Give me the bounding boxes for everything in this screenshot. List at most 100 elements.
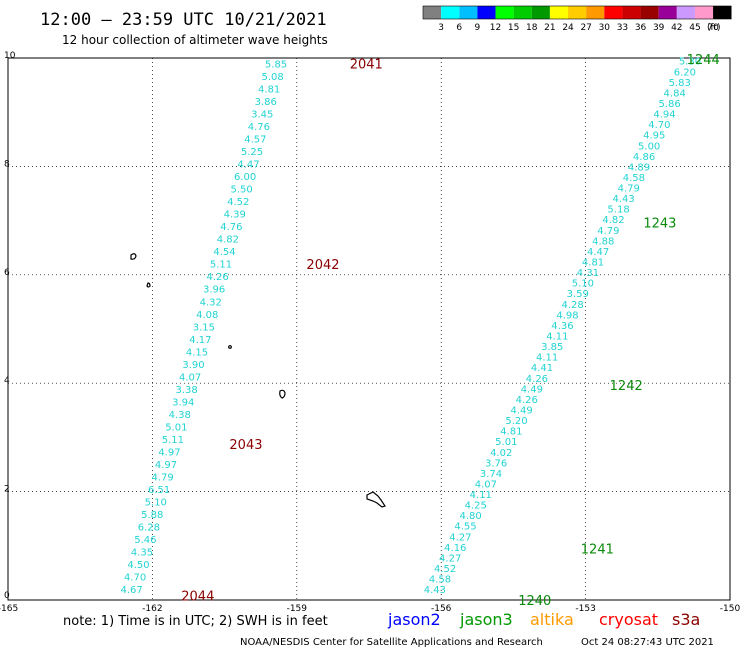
wave-height-value: 4.36 (551, 321, 573, 332)
plot-frame (7, 57, 731, 601)
color-scale-label: 27 (580, 23, 591, 33)
color-scale-label: 15 (508, 23, 519, 33)
wave-height-value: 4.31 (577, 268, 599, 279)
pass-labels: 2041 2042 2043 2044 1244 1243 1242 1241 1240 (181, 53, 719, 609)
wave-height-value: 4.76 (220, 222, 242, 233)
wave-height-value: 4.07 (179, 372, 201, 383)
color-scale-label: 36 (635, 23, 647, 33)
color-swatch (459, 6, 478, 19)
wave-height-value: 5.30 (679, 57, 701, 68)
y-tick-label: 2 (4, 485, 10, 495)
wave-height-value: 4.26 (206, 272, 228, 283)
wave-height-value: 4.26 (516, 395, 538, 406)
wave-height-value: 4.70 (124, 573, 146, 584)
wave-height-value: 4.79 (151, 473, 173, 484)
wave-height-value: 4.49 (510, 405, 532, 416)
wave-height-value: 3.85 (541, 342, 563, 353)
wave-height-value: 4.97 (158, 447, 180, 458)
wave-height-value: 5.88 (141, 510, 163, 521)
wave-height-value: 4.58 (429, 575, 451, 586)
wave-height-value: 4.81 (582, 258, 604, 269)
wave-height-value: 4.39 (224, 210, 246, 221)
y-tick-label: 10 (4, 51, 16, 61)
x-tick-label: -153 (575, 604, 595, 614)
wave-height-value: 5.10 (145, 498, 167, 509)
credit-line: NOAA/NESDIS Center for Satellite Applica… (240, 637, 543, 648)
color-swatch (423, 6, 442, 19)
color-scale-label: 21 (544, 23, 555, 33)
wave-height-value: 4.47 (237, 160, 259, 171)
color-scale-label: 6 (456, 23, 462, 33)
wave-height-value: 3.94 (172, 397, 194, 408)
wave-height-value: 3.90 (182, 360, 204, 371)
wave-height-value: 5.11 (162, 435, 184, 446)
wave-height-value: 5.01 (495, 437, 517, 448)
island-outline (130, 253, 137, 260)
color-scale-label: 42 (671, 23, 682, 33)
wave-height-value: 4.43 (424, 585, 446, 596)
wave-height-value: 4.43 (613, 194, 635, 205)
wave-height-value: 3.38 (176, 385, 198, 396)
satellite-jason2: jason2 (387, 610, 441, 629)
island-outline (228, 345, 232, 349)
island-outlines (130, 253, 386, 508)
y-tick-label: 6 (4, 268, 10, 278)
color-scale-label: 18 (526, 23, 538, 33)
wave-height-value: 5.10 (572, 279, 594, 290)
wave-height-value: 4.54 (213, 247, 235, 258)
pass-label: 1240 (518, 594, 551, 609)
pass-label: 1243 (643, 216, 676, 231)
wave-height-value: 3.15 (193, 322, 215, 333)
grid-lines (8, 58, 730, 600)
wave-height-value: 6.28 (138, 523, 160, 534)
wave-height-value: 5.50 (231, 185, 253, 196)
color-scale-label: 70 (707, 23, 719, 33)
wave-height-value: 4.52 (434, 564, 456, 575)
island-outline (279, 389, 286, 399)
wave-height-value: 5.01 (165, 422, 187, 433)
wave-height-value: 4.47 (587, 247, 609, 258)
wave-height-value: 4.11 (536, 353, 558, 364)
satellite-legend: jason2 jason3 altika cryosat s3a (387, 610, 700, 629)
wave-height-value: 6.51 (148, 485, 170, 496)
wave-height-value: 4.82 (602, 215, 624, 226)
wave-height-value: 4.98 (556, 310, 578, 321)
color-swatch (640, 6, 659, 19)
color-swatch (604, 6, 623, 19)
wave-height-value: 4.81 (258, 84, 280, 95)
wave-height-value: 4.97 (155, 460, 177, 471)
color-swatch (586, 6, 605, 19)
wave-height-value: 4.28 (562, 300, 584, 311)
color-scale-label: 39 (653, 23, 665, 33)
wave-height-value: 5.25 (241, 147, 263, 158)
satellite-jason3: jason3 (459, 610, 513, 629)
wave-height-value: 5.08 (261, 72, 283, 83)
x-tick-label: -150 (720, 604, 740, 614)
color-scale-label: 45 (689, 23, 700, 33)
wave-height-value: 4.38 (169, 410, 191, 421)
color-swatch (694, 6, 714, 19)
pass-label: 1242 (610, 379, 643, 394)
wave-height-value: 4.81 (500, 427, 522, 438)
color-swatch (676, 6, 695, 19)
wave-height-value: 4.55 (454, 522, 476, 533)
wave-height-value: 3.45 (251, 109, 273, 120)
wave-height-value: 4.41 (531, 363, 553, 374)
wave-height-value: 4.49 (521, 384, 543, 395)
color-swatch (513, 6, 532, 19)
wave-height-value: 4.15 (186, 347, 208, 358)
wave-height-value: 3.76 (485, 458, 507, 469)
wave-height-value: 4.11 (470, 490, 492, 501)
wave-height-tracks: 4.674.704.504.355.466.285.885.106.514.79… (121, 57, 702, 596)
wave-height-value: 4.79 (618, 184, 640, 195)
wave-height-value: 4.57 (244, 135, 266, 146)
x-tick-label: -162 (142, 604, 162, 614)
wave-height-value: 4.86 (633, 152, 655, 163)
pass-label: 2044 (181, 590, 214, 605)
pass-label: 2043 (229, 438, 262, 453)
color-swatch (531, 6, 550, 19)
color-scale-legend: 3 6 9 12 15 18 21 24 27 30 33 36 39 42 45 70 (422, 5, 732, 33)
wave-height-value: 4.17 (189, 335, 211, 346)
wave-height-value: 4.35 (131, 548, 153, 559)
x-tick-label: -156 (431, 604, 452, 614)
